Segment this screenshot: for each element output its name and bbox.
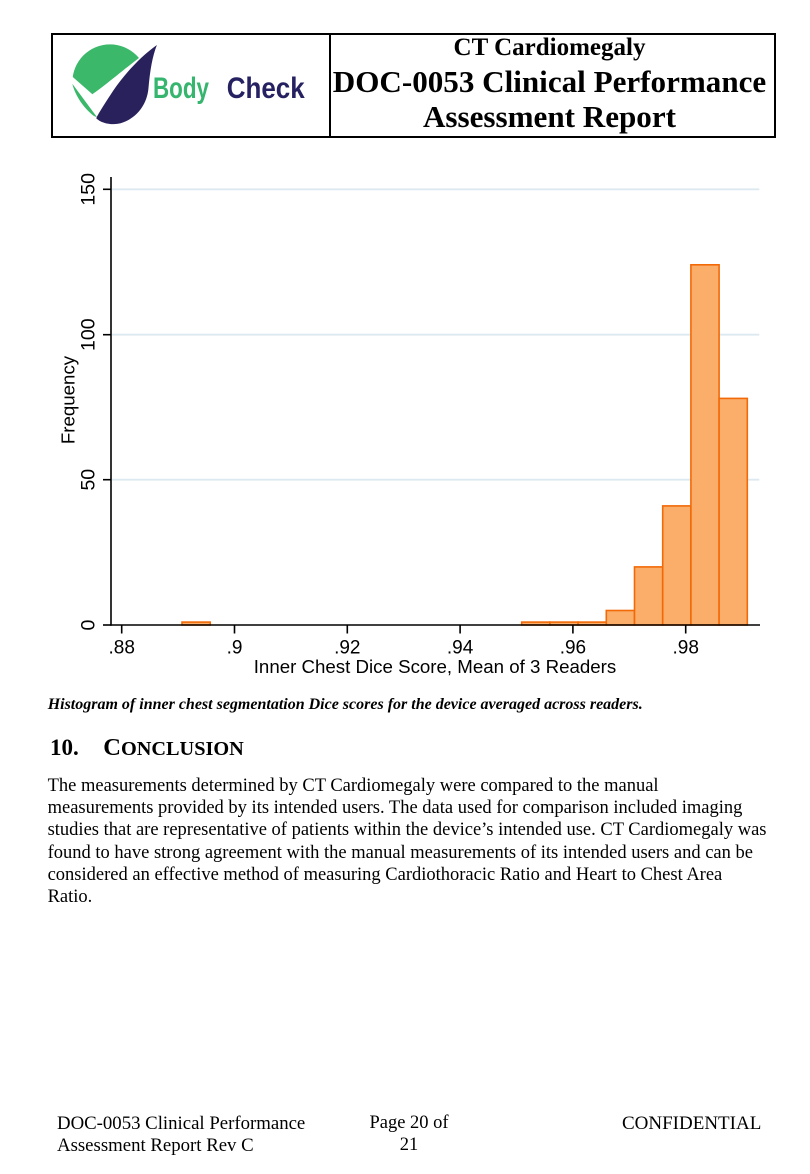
svg-text:.88: .88 bbox=[108, 638, 134, 659]
svg-text:.98: .98 bbox=[672, 638, 698, 659]
svg-text:Check: Check bbox=[227, 72, 306, 105]
svg-text:.94: .94 bbox=[447, 638, 474, 659]
svg-text:50: 50 bbox=[78, 469, 100, 491]
svg-text:.96: .96 bbox=[560, 638, 586, 659]
svg-text:150: 150 bbox=[78, 173, 100, 206]
svg-text:Inner Chest Dice Score, Mean o: Inner Chest Dice Score, Mean of 3 Reader… bbox=[254, 656, 617, 677]
svg-text:.92: .92 bbox=[334, 638, 360, 659]
svg-text:.9: .9 bbox=[227, 638, 243, 659]
svg-text:0: 0 bbox=[78, 619, 100, 630]
svg-text:Frequency: Frequency bbox=[58, 355, 79, 444]
svg-text:100: 100 bbox=[78, 318, 100, 351]
svg-text:Body: Body bbox=[153, 72, 209, 105]
